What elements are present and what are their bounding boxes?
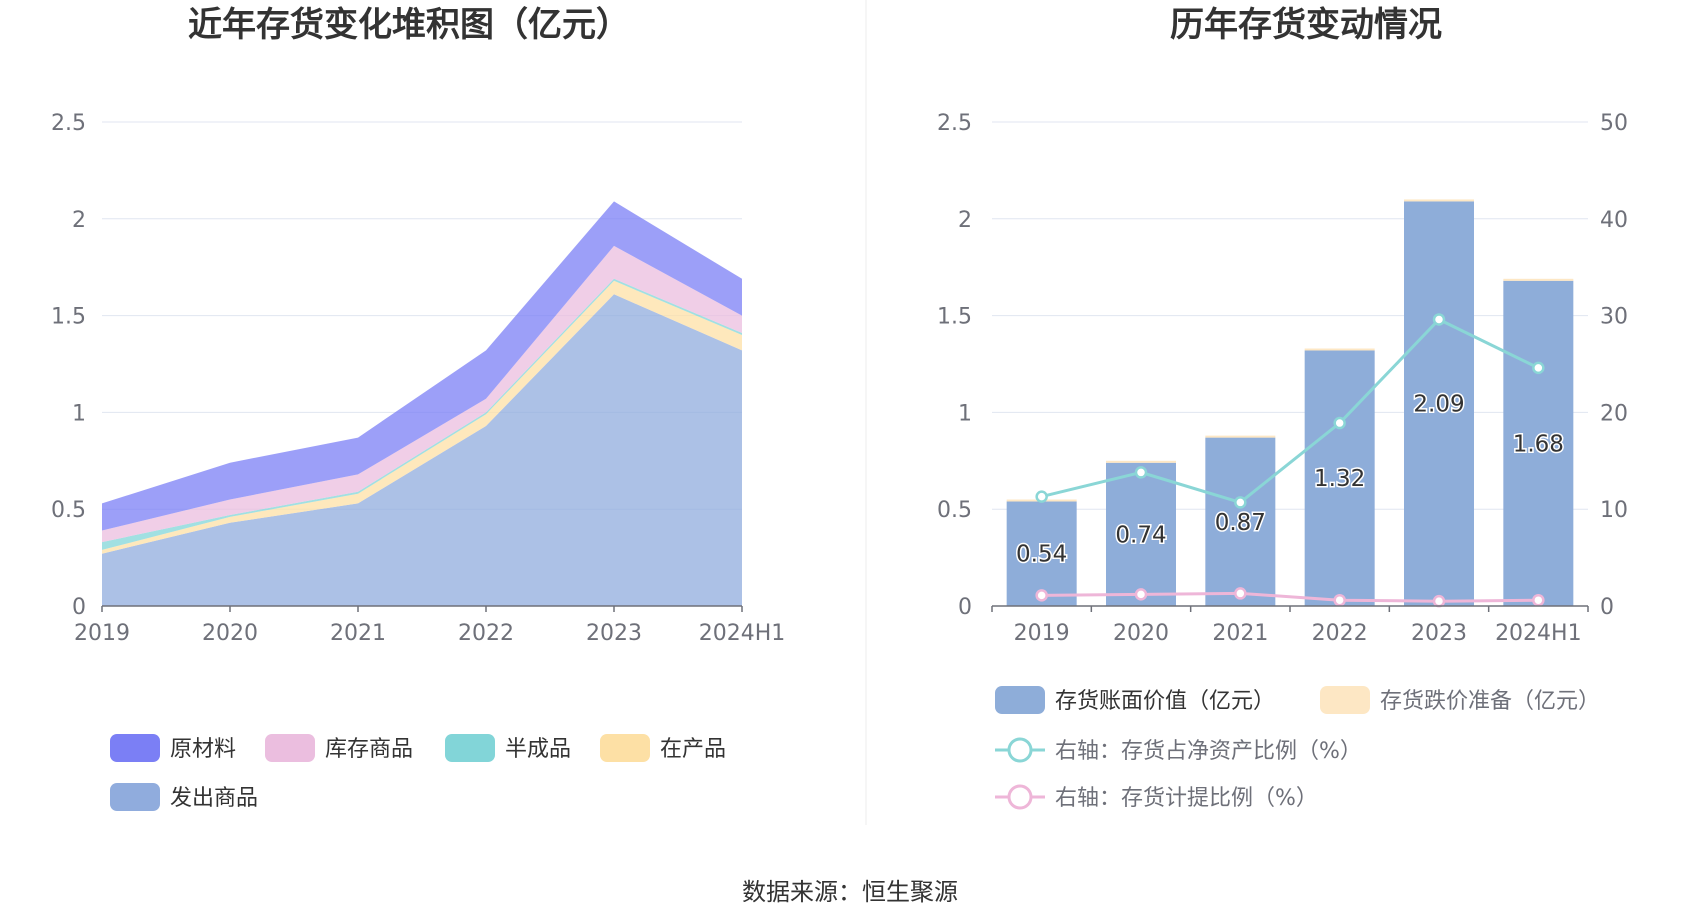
right-x-tick-label: 2019 [1014, 621, 1070, 646]
right-legend: 存货账面价值（亿元） 存货跌价准备（亿元） 右轴：存货占净资产比例（%） 右轴：存货计… [995, 686, 1600, 811]
right-grid: 0 0.5 1 1.5 2 2.5 0 10 20 30 40 50 [937, 111, 1628, 620]
line-inventory-to-net-assets [1041, 317, 1539, 505]
line-provision-ratio-point [1134, 588, 1148, 601]
right-y-tick-label: 0 [958, 595, 972, 620]
legend-label: 右轴：存货计提比例（%） [1055, 786, 1318, 811]
bar-value-label: 0.54 [1016, 542, 1067, 568]
right-y-tick-label: 1.5 [937, 305, 972, 330]
line-inventory-to-net-assets-point [1333, 416, 1346, 430]
bar-value-label: 0.74 [1115, 522, 1166, 548]
right-bars [1006, 199, 1574, 606]
line-provision-ratio-point [1234, 587, 1247, 600]
bar-book-value [1304, 350, 1375, 606]
line-provision-ratio-point [1035, 589, 1048, 602]
legend-label-在产品: 在产品 [660, 737, 726, 762]
area-在产品 [102, 280, 742, 554]
left-x-tick-label: 2021 [330, 621, 386, 646]
line-inventory-to-net-assets-point [1532, 361, 1545, 375]
right-y-tick-label: 1 [958, 401, 972, 426]
bar-impairment-provision [1106, 460, 1176, 463]
left-y-tick-label: 0 [72, 595, 86, 620]
legend-swatch-marker [1007, 737, 1033, 763]
area-半成品 [102, 278, 742, 550]
legend-label: 右轴：存货占净资产比例（%） [1055, 739, 1362, 764]
left-y-tick-label: 0.5 [51, 498, 86, 523]
left-y-tick-label: 1.5 [51, 305, 86, 330]
right-y2-tick-label: 0 [1600, 595, 1614, 620]
legend-label-原材料: 原材料 [170, 737, 236, 762]
right-y2-tick-label: 30 [1600, 305, 1628, 330]
bar-impairment-provision [1205, 435, 1276, 438]
line-inventory-to-net-assets-point [1134, 466, 1148, 479]
bar-value-label: 0.87 [1215, 510, 1266, 536]
left-x-tick-label: 2020 [202, 621, 258, 646]
legend-swatch-存货账面价值（亿元） [995, 686, 1045, 714]
legend-label: 存货跌价准备（亿元） [1380, 689, 1600, 714]
right-x-tick-label: 2021 [1212, 621, 1268, 646]
line-provision-ratio-point [1532, 593, 1545, 607]
legend-label-半成品: 半成品 [505, 737, 571, 762]
bar-book-value [1205, 437, 1276, 606]
bar-value-label: 1.68 [1513, 431, 1564, 457]
right-labels: 0.54 0.74 0.87 1.32 2.09 1.68 [1015, 390, 1566, 569]
bar-book-value [1006, 501, 1077, 606]
bar-value-label: 1.32 [1314, 466, 1365, 492]
right-y2-tick-label: 10 [1600, 498, 1628, 523]
legend-swatch-marker [1007, 784, 1033, 810]
bar-impairment-provision [1304, 348, 1375, 351]
right-chart: 历年存货变动情况 0 0.5 1 1.5 2 2.5 0 10 20 30 40 50 0.54 0.7… [937, 5, 1628, 811]
line-inventory-to-net-assets-point [1432, 313, 1446, 326]
bar-book-value [1404, 201, 1474, 606]
area-发出商品 [102, 294, 742, 606]
legend-label: 存货账面价值（亿元） [1055, 689, 1275, 714]
right-x-tick-label: 2022 [1312, 621, 1368, 646]
left-y-tick-label: 2 [72, 208, 86, 233]
bar-book-value [1503, 280, 1574, 606]
bar-impairment-provision [1404, 199, 1474, 202]
legend-label-库存商品: 库存商品 [325, 737, 413, 762]
right-x-tick-label: 2020 [1113, 621, 1169, 646]
right-x-tick-label: 2023 [1411, 621, 1467, 646]
line-provision-ratio-point [1432, 594, 1446, 608]
right-lines [1035, 313, 1545, 608]
line-inventory-to-net-assets-point [1035, 490, 1048, 503]
left-chart: 近年存货变化堆积图（亿元） 00.511.522.5 2019 2020 2021 2… [51, 5, 785, 811]
right-y-tick-label: 2.5 [937, 111, 972, 136]
line-inventory-to-net-assets-point [1234, 496, 1247, 509]
right-x-tick-label: 2024H1 [1495, 621, 1582, 646]
line-provision-ratio [1041, 591, 1539, 603]
left-y-tick-label: 1 [72, 401, 86, 426]
area-原材料 [102, 201, 742, 531]
legend-swatch-在产品 [600, 734, 650, 762]
right-y2-tick-label: 20 [1600, 401, 1628, 426]
left-y-tick-label: 2.5 [51, 111, 86, 136]
legend-label-发出商品: 发出商品 [170, 786, 258, 811]
line-provision-ratio-point [1333, 593, 1346, 607]
right-y-tick-label: 0.5 [937, 498, 972, 523]
right-y2-tick-label: 50 [1600, 111, 1628, 136]
right-y2-tick-label: 40 [1600, 208, 1628, 233]
bar-book-value [1106, 462, 1176, 606]
legend-swatch-半成品 [445, 734, 495, 762]
left-areas [102, 201, 742, 606]
left-chart-title: 近年存货变化堆积图（亿元） [188, 5, 630, 45]
legend-swatch-库存商品 [265, 734, 315, 762]
right-chart-title: 历年存货变动情况 [1170, 5, 1442, 45]
bar-value-label: 2.09 [1413, 392, 1464, 418]
right-y-tick-label: 2 [958, 208, 972, 233]
left-x-tick-label: 2019 [74, 621, 130, 646]
legend-swatch-原材料 [110, 734, 160, 762]
left-x-tick-label: 2023 [586, 621, 642, 646]
bar-impairment-provision [1503, 278, 1574, 281]
right-axis: 2019 2020 2021 2022 2023 2024H1 [991, 605, 1589, 646]
left-x-tick-label: 2022 [458, 621, 514, 646]
left-axis: 2019 2020 2021 2022 2023 2024H1 [74, 605, 786, 646]
legend-swatch-发出商品 [110, 783, 160, 811]
legend-swatch-存货跌价准备（亿元） [1320, 686, 1370, 714]
data-source: 数据来源：恒生聚源 [742, 878, 958, 906]
left-x-tick-label: 2024H1 [699, 621, 786, 646]
